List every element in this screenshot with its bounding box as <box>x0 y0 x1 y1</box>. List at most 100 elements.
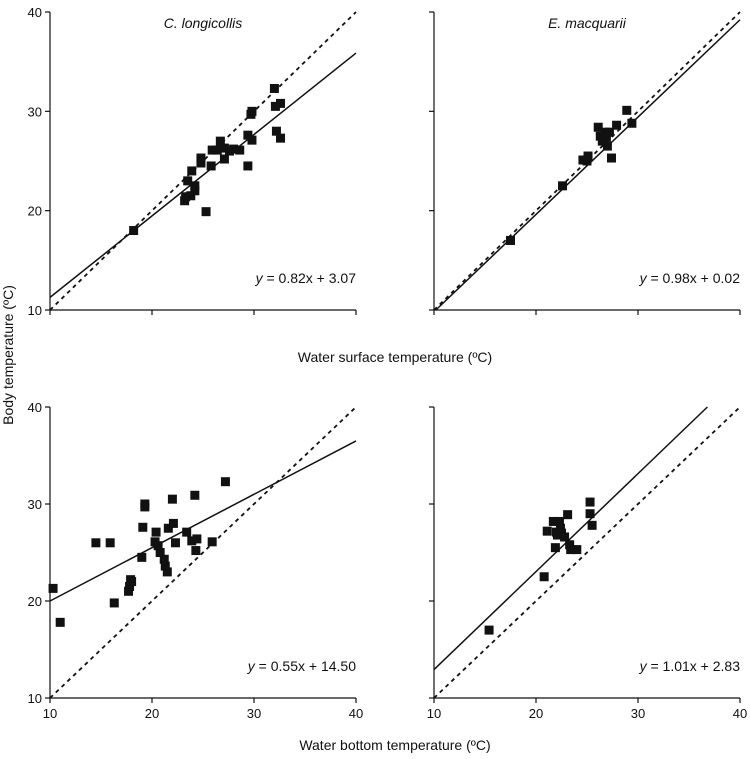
y-tick-label: 10 <box>28 691 42 706</box>
x-tick-label: 40 <box>349 706 363 721</box>
data-point <box>167 494 177 504</box>
data-point <box>542 526 552 536</box>
data-point <box>105 538 115 548</box>
x-tick-label: 40 <box>733 706 747 721</box>
data-point <box>155 548 165 557</box>
x-tick-label: 20 <box>529 706 543 721</box>
data-point <box>587 520 597 530</box>
data-point <box>168 518 178 528</box>
data-point <box>129 226 139 236</box>
data-point <box>566 545 576 555</box>
data-point <box>219 143 229 153</box>
reference-line <box>49 406 357 699</box>
data-point <box>247 106 257 116</box>
x-tick-label: 30 <box>247 706 261 721</box>
data-point <box>572 545 582 555</box>
data-point <box>220 477 230 487</box>
equation-variable: y <box>639 658 648 674</box>
equation-variable: y <box>255 270 264 286</box>
data-point <box>601 132 611 142</box>
x-tick-label: 30 <box>631 706 645 721</box>
data-point <box>550 543 560 553</box>
data-point <box>153 541 163 551</box>
data-point <box>539 572 549 582</box>
data-point <box>196 153 206 163</box>
x-tick-label: 10 <box>43 706 57 721</box>
data-point <box>484 625 494 635</box>
data-point <box>127 577 137 587</box>
data-point <box>606 153 616 163</box>
data-point <box>270 101 280 111</box>
equation-variable: y <box>247 658 256 674</box>
panel-bottom-emacquarii: 10 20 30 40 y = 1.01x + 2.83 <box>427 406 747 721</box>
data-point <box>48 583 58 593</box>
data-point <box>560 532 570 542</box>
data-point <box>159 554 169 564</box>
data-point <box>207 145 217 155</box>
y-tick-label: 20 <box>28 594 42 609</box>
data-point <box>593 122 603 132</box>
data-point <box>192 534 202 544</box>
data-point <box>201 207 211 217</box>
regression-equation: y = 0.82x + 3.07 <box>255 270 357 286</box>
equation-terms: = 1.01x + 2.83 <box>647 658 741 674</box>
equation-terms: = 0.55x + 14.50 <box>255 658 356 674</box>
x-tick-label: 10 <box>427 706 441 721</box>
x-axis-title-surface: Water surface temperature (ºC) <box>298 349 492 365</box>
data-point <box>604 127 614 137</box>
data-point <box>124 586 134 596</box>
data-point <box>125 581 135 591</box>
data-point <box>170 538 180 548</box>
data-point <box>190 490 200 500</box>
data-point <box>602 141 612 151</box>
panel-title: E. macquarii <box>548 15 627 31</box>
data-point <box>182 527 192 537</box>
panel-bottom-clongicollis: 10 20 30 40 10 20 30 40 y = 0.55x + 14.50 <box>28 400 364 721</box>
data-point <box>276 133 286 143</box>
data-point <box>191 546 201 556</box>
data-point <box>138 522 148 532</box>
data-point <box>243 161 253 171</box>
equation-variable: y <box>639 270 648 286</box>
data-point <box>196 158 206 168</box>
panel-surface-emacquarii: E. macquarii y = 0.98x + 0.02 <box>429 11 741 315</box>
data-point <box>247 135 257 145</box>
y-tick-label: 40 <box>28 400 42 415</box>
data-point <box>565 540 575 550</box>
data-point <box>229 144 239 154</box>
equation-terms: = 0.98x + 0.02 <box>647 270 741 286</box>
data-point <box>190 181 200 191</box>
regression-equation: y = 0.55x + 14.50 <box>247 658 356 674</box>
data-point <box>622 105 632 115</box>
data-point <box>585 509 595 519</box>
panel-grid: 10 20 30 40 C. longicollis y = 0.82x + 3.07 E.… <box>28 5 748 721</box>
data-point <box>187 536 197 546</box>
data-point <box>595 131 605 141</box>
data-point <box>55 617 65 627</box>
data-point <box>627 118 637 128</box>
data-point <box>137 552 147 562</box>
data-point <box>269 83 279 93</box>
regression-line <box>433 406 708 671</box>
data-point <box>181 192 191 202</box>
data-point <box>162 567 172 577</box>
x-tick-label: 20 <box>145 706 159 721</box>
reference-line <box>433 406 741 699</box>
x-axis-title-bottom: Water bottom temperature (ºC) <box>299 737 490 753</box>
data-point <box>612 120 622 130</box>
data-point <box>109 598 119 608</box>
data-point <box>207 537 217 547</box>
y-tick-label: 40 <box>28 5 42 20</box>
regression-equation: y = 0.98x + 0.02 <box>639 270 741 286</box>
data-point <box>555 523 565 533</box>
regression-line <box>49 440 357 602</box>
reference-line <box>49 11 357 311</box>
data-point <box>206 161 216 171</box>
data-point <box>183 176 193 186</box>
data-point <box>151 527 161 537</box>
data-point <box>554 516 564 526</box>
reference-line <box>433 11 741 311</box>
data-point <box>186 191 196 201</box>
data-point <box>212 145 222 155</box>
